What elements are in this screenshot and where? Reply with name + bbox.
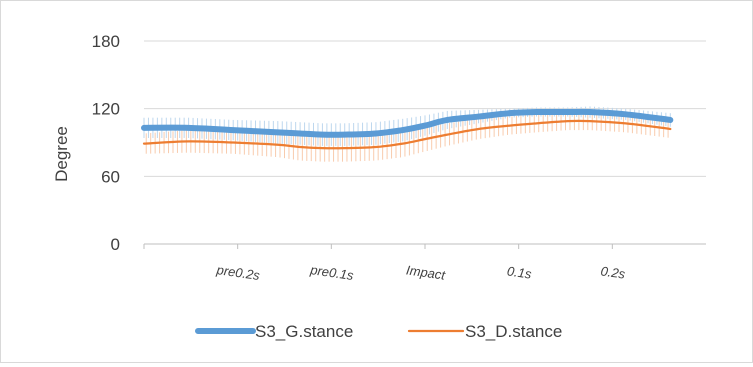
axes: [143, 243, 706, 249]
x-tick-labels: pre0.2s pre0.1s Impact 0.1s 0.2s: [215, 262, 627, 283]
x-tick-label: 0.2s: [600, 263, 627, 281]
legend-label: S3_G.stance: [255, 322, 353, 341]
y-tick-label-60: 60: [101, 167, 120, 186]
y-tick-labels: 0 60 120 180: [92, 32, 120, 254]
series-line-S3_D.stance: [142, 119, 672, 150]
y-tick-label-120: 120: [92, 100, 120, 119]
y-tick-label-180: 180: [92, 32, 120, 51]
x-tick-label: 0.1s: [506, 263, 533, 281]
legend-label: S3_D.stance: [465, 322, 562, 341]
legend: S3_G.stance S3_D.stance: [195, 322, 562, 341]
x-tick-label: pre0.1s: [308, 262, 355, 283]
x-tick-label: Impact: [405, 262, 447, 282]
series-line-S3_G.stance: [141, 108, 674, 138]
legend-item-S3_G.stance: S3_G.stance: [195, 322, 353, 341]
legend-item-S3_D.stance: S3_D.stance: [407, 322, 562, 341]
x-tick-label: pre0.2s: [215, 262, 262, 283]
series-lines: [141, 108, 674, 150]
y-axis-label: Degree: [52, 126, 71, 182]
y-tick-label-0: 0: [111, 235, 120, 254]
